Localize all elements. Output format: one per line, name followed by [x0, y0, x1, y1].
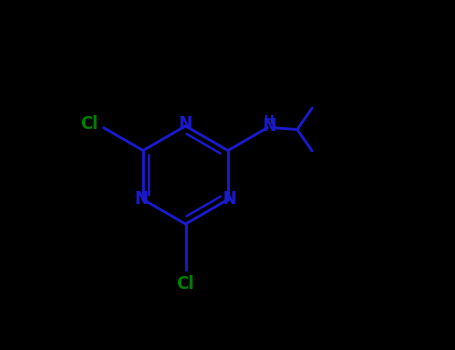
Text: N: N: [262, 117, 276, 135]
Text: N: N: [134, 190, 148, 209]
Text: H: H: [264, 113, 274, 127]
Text: N: N: [178, 115, 192, 133]
Text: N: N: [223, 190, 237, 209]
Text: Cl: Cl: [81, 115, 98, 133]
Text: Cl: Cl: [177, 275, 194, 293]
